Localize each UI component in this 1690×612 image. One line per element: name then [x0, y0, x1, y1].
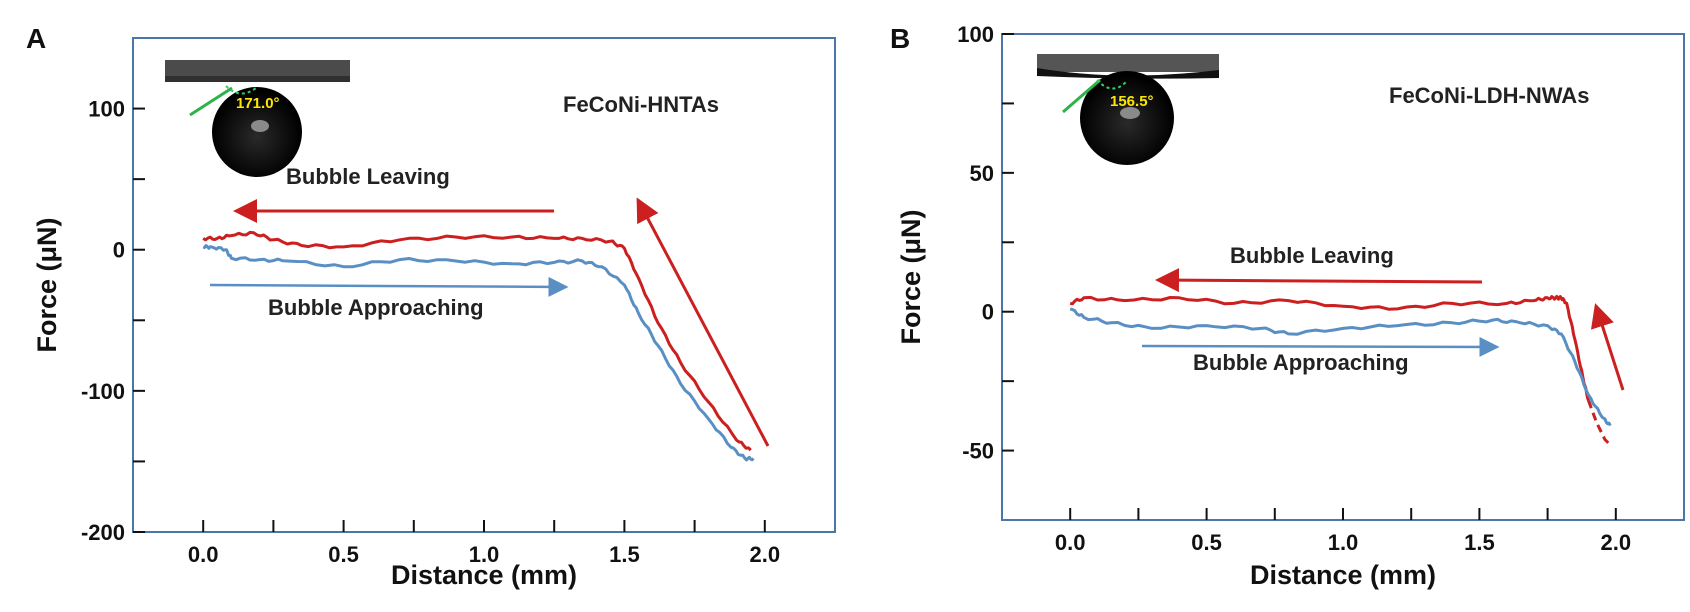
substrate-image — [1037, 54, 1219, 72]
tangent-line — [1062, 78, 1101, 114]
panel-letter-b: B — [890, 23, 910, 54]
sample-label: FeCoNi-HNTAs — [563, 92, 719, 117]
y-tick-label-b: 100 — [957, 22, 994, 47]
bubble-leaving-label: Bubble Leaving — [286, 164, 450, 189]
x-tick-label-b: 1.0 — [1328, 530, 1359, 555]
y-tick-label-a: 0 — [113, 238, 125, 263]
panel-a: A 0.0 0.5 1.0 1.5 2.0 100 0 -100 -200 171.0° FeC… — [26, 23, 836, 590]
bubble-highlight — [1120, 107, 1140, 119]
leaving-arrow — [1155, 268, 1483, 293]
panel-b: B 0.0 0.5 1.0 1.5 2.0 100 50 0 -50 156.5° FeCoNi… — [890, 22, 1685, 590]
bubble-approaching-label: Bubble Approaching — [268, 295, 484, 320]
contact-angle-label: 171.0° — [236, 95, 280, 112]
series-a — [202, 230, 755, 462]
y-tick-label-a: -200 — [81, 520, 125, 545]
x-tick-label-a: 1.5 — [609, 542, 640, 567]
bubble-highlight — [251, 120, 269, 132]
x-tick-label-b: 2.0 — [1601, 530, 1632, 555]
series-line-approaching — [1069, 307, 1612, 427]
panel-letter-a: A — [26, 23, 46, 54]
x-tick-label-b: 0.0 — [1055, 530, 1086, 555]
y-tick-label-b: -50 — [962, 439, 994, 464]
series-line-approaching — [202, 244, 755, 462]
contact-angle-inset-b: 156.5° — [1037, 54, 1219, 165]
bubble-approaching-label: Bubble Approaching — [1193, 350, 1409, 375]
axes-b: 0.0 0.5 1.0 1.5 2.0 100 50 0 -50 — [957, 22, 1631, 555]
angle-arc — [225, 85, 257, 95]
tangent-line — [189, 86, 233, 117]
approaching-arrow — [209, 276, 569, 297]
y-axis-title-b: Force (μN) — [896, 209, 926, 344]
retract-arrow — [1591, 303, 1625, 391]
x-tick-label-a: 0.0 — [188, 542, 219, 567]
x-axis-title-b: Distance (mm) — [1250, 560, 1436, 590]
y-tick-label-a: 100 — [88, 97, 125, 122]
y-tick-label-a: -100 — [81, 379, 125, 404]
bubble-image — [212, 87, 302, 177]
substrate-image — [165, 60, 350, 80]
retract-arrow — [636, 197, 770, 447]
series-line-leaving — [1069, 294, 1590, 402]
x-tick-label-b: 1.5 — [1464, 530, 1495, 555]
contact-angle-inset-a: 171.0° — [165, 60, 350, 177]
series-b — [1069, 294, 1612, 447]
x-tick-label-b: 0.5 — [1191, 530, 1222, 555]
angle-arc — [1096, 79, 1127, 90]
approaching-arrow — [1141, 336, 1500, 357]
sample-label: FeCoNi-LDH-NWAs — [1389, 83, 1589, 108]
series-line-leaving-extrapolated — [1587, 400, 1612, 447]
axes-a: 0.0 0.5 1.0 1.5 2.0 100 0 -100 -200 — [81, 97, 780, 567]
y-tick-label-b: 50 — [970, 161, 994, 186]
x-axis-title-a: Distance (mm) — [391, 560, 577, 590]
x-tick-label-a: 1.0 — [469, 542, 500, 567]
y-tick-label-b: 0 — [982, 300, 994, 325]
series-line-leaving — [202, 230, 752, 452]
y-axis-title-a: Force (μN) — [32, 217, 62, 352]
x-tick-label-a: 0.5 — [328, 542, 359, 567]
bubble-leaving-label: Bubble Leaving — [1230, 243, 1394, 268]
x-tick-label-a: 2.0 — [750, 542, 781, 567]
contact-angle-label: 156.5° — [1110, 93, 1154, 110]
